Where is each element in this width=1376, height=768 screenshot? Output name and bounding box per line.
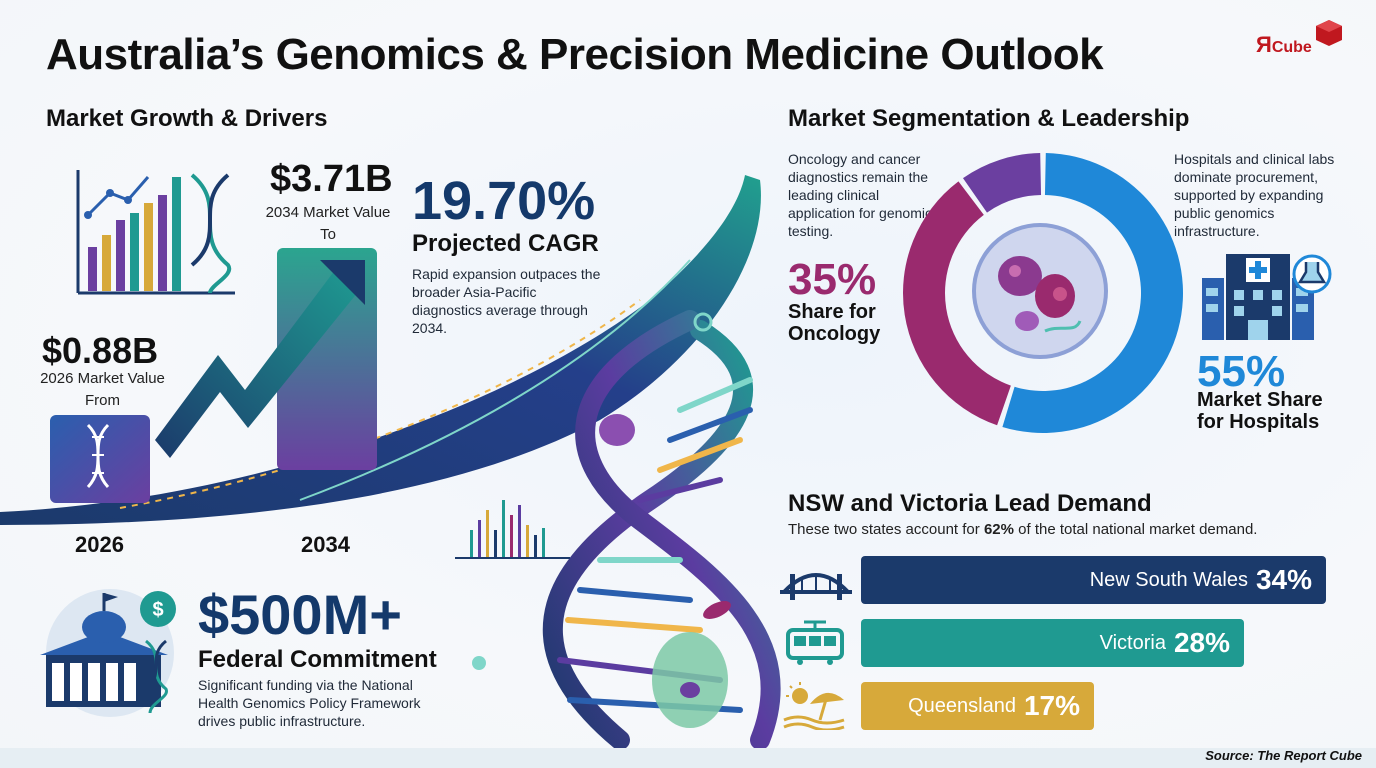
logo: ЯCube: [1250, 18, 1350, 58]
donut-slice-hospitals: [1002, 153, 1183, 434]
growth-section-title: Market Growth & Drivers: [46, 105, 328, 132]
state-bar-label: Victoria: [1099, 631, 1166, 654]
bar-2034: [277, 248, 377, 470]
states-subtitle-prefix: These two states account for: [788, 521, 984, 538]
tram-icon: [786, 620, 844, 665]
cagr-label: Projected CAGR: [412, 230, 599, 257]
growth-chart-dna-icon: [76, 170, 235, 295]
svg-text:$: $: [152, 599, 163, 621]
dna-small-icon: [86, 423, 110, 489]
footer-bar: [0, 748, 1376, 768]
state-bar-label: New South Wales: [1089, 568, 1248, 591]
cagr-value: 19.70%: [412, 171, 596, 231]
growth-arrow: [155, 270, 358, 458]
growth-bar-chart: [50, 248, 377, 503]
state-bar-label: Queensland: [908, 694, 1016, 717]
hospital-icon: [1202, 254, 1332, 340]
page-title: Australia’s Genomics & Precision Medicin…: [46, 30, 1104, 79]
hospital-label-line2: for Hospitals: [1197, 411, 1320, 433]
state-bar-new-south-wales: New South Wales 34%: [861, 556, 1326, 604]
oncology-label-line1: Share for: [788, 301, 876, 323]
caption-2034-line1: 2034 Market Value: [265, 204, 391, 221]
caption-2026-line1: 2026 Market Value: [40, 370, 165, 387]
oncology-text: Oncology and cancer diagnostics remain t…: [788, 151, 932, 239]
funding-value: $500M+: [198, 583, 402, 646]
cell-microscope-icon: [972, 223, 1108, 359]
donut-slice-other: [962, 153, 1042, 213]
cagr-text: Rapid expansion outpaces the broader Asi…: [412, 266, 601, 336]
logo-text: ЯCube: [1256, 32, 1312, 58]
states-section-title: NSW and Victoria Lead Demand: [788, 490, 1152, 517]
oncology-label-line2: Oncology: [788, 323, 881, 345]
state-bar-value: 34%: [1255, 564, 1312, 595]
states-subtitle-suffix: of the total national market demand.: [1013, 521, 1258, 538]
hospital-text: Hospitals and clinical labs dominate pro…: [1174, 151, 1335, 239]
state-bar-queensland: Queensland 17%: [861, 682, 1094, 730]
logo-letter: Я: [1256, 32, 1272, 57]
oncology-label: Share for Oncology: [788, 301, 880, 345]
source-note: Source: The Report Cube: [1205, 748, 1362, 763]
oncology-pct: 35%: [788, 255, 877, 304]
states-subtitle: These two states account for 62% of the …: [788, 521, 1257, 538]
funding-label: Federal Commitment: [198, 646, 437, 673]
value-2026: $0.88B: [42, 330, 159, 371]
bar-2026: [50, 415, 150, 503]
donut-slice-oncology: [903, 181, 1011, 426]
bridge-icon: [780, 573, 852, 600]
year-2026: 2026: [75, 532, 124, 557]
hospital-label: Market Share for Hospitals: [1197, 389, 1323, 433]
caption-2034: 2034 Market Value To: [258, 202, 398, 246]
government-building-icon: $: [40, 589, 176, 717]
funding-text: Significant funding via the National Hea…: [198, 677, 421, 729]
value-2034: $3.71B: [270, 158, 393, 200]
logo-word: Cube: [1271, 39, 1312, 56]
hospital-label-line1: Market Share: [1197, 389, 1323, 411]
states-subtitle-pct: 62%: [983, 521, 1014, 538]
segmentation-donut-chart: [903, 153, 1183, 434]
state-bar-value: 17%: [1023, 690, 1080, 721]
segmentation-section-title: Market Segmentation & Leadership: [788, 105, 1190, 132]
beach-umbrella-icon: [783, 682, 845, 730]
state-bar-victoria: Victoria 28%: [861, 619, 1244, 667]
caption-2026-line2: From: [85, 392, 120, 409]
hospital-pct: 55%: [1197, 347, 1286, 396]
state-bar-value: 28%: [1173, 627, 1230, 658]
year-2034: 2034: [301, 532, 350, 557]
caption-2026: 2026 Market Value From: [30, 368, 175, 412]
caption-2034-line2: To: [320, 226, 336, 243]
logo-cube-icon: [1316, 20, 1342, 46]
